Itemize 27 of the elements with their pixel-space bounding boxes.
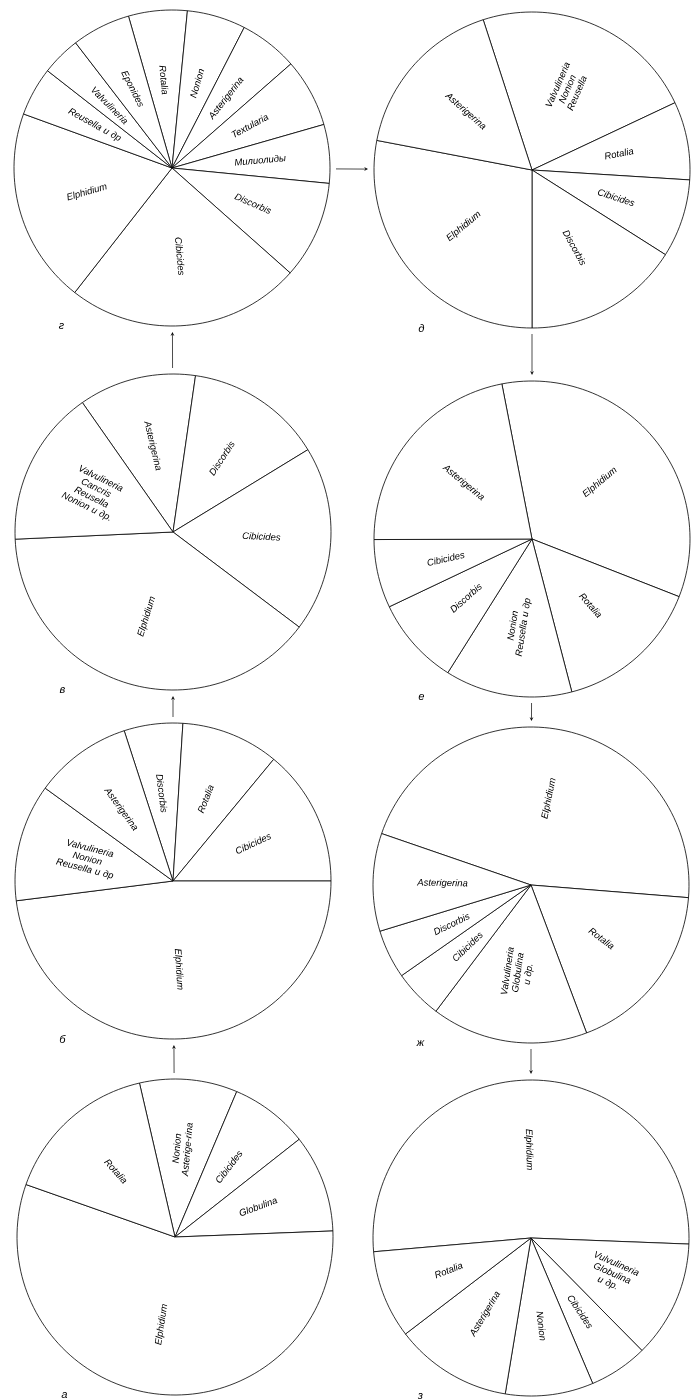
slice-label: Valvulineria Globulina и др. <box>500 947 534 994</box>
text: в <box>59 687 65 693</box>
slice-label: Elphidium <box>541 778 556 819</box>
slice-label: Cibicides <box>242 532 281 541</box>
slice-label: Rotalia <box>197 785 214 814</box>
slice-label: Nonion <box>536 1311 546 1341</box>
slice-label: Elphidium <box>154 1304 168 1346</box>
text: з <box>417 1393 423 1399</box>
slice-label: Asterigerina <box>416 879 468 888</box>
text: г <box>58 323 64 330</box>
slice-label: Nonion <box>190 68 205 99</box>
text: ж <box>416 1040 425 1046</box>
slice-label: Nonion Reusella и др <box>507 598 532 657</box>
text: е <box>418 694 425 701</box>
text: д <box>418 323 425 333</box>
slice-label: Rotalia <box>605 148 634 160</box>
text: б <box>59 1034 66 1044</box>
slice-label: Elphidium <box>173 949 184 990</box>
slice-label: Nonion Asterige-rina <box>172 1122 193 1177</box>
slice-label: Cibicides <box>175 237 185 275</box>
slice-label: Elphidium <box>524 1129 534 1170</box>
slice-label: Rotalia <box>435 1263 464 1279</box>
text: а <box>61 1392 68 1399</box>
slice-label: Discorbis <box>156 774 168 813</box>
slice-label: Rotalia <box>159 65 169 95</box>
slice-label: Милиолиды <box>235 155 286 166</box>
slice-label: Cibicides <box>427 553 465 566</box>
